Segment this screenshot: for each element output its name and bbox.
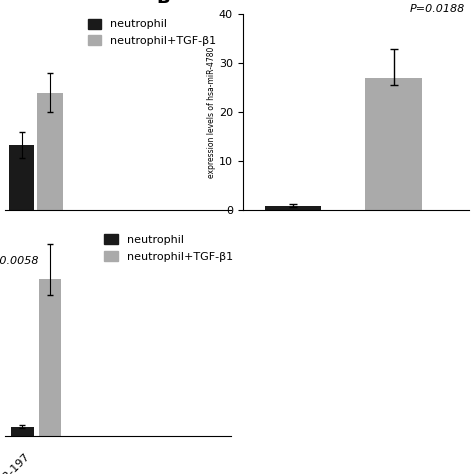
- Bar: [264, 206, 321, 210]
- Text: =0.0058: =0.0058: [0, 255, 40, 265]
- Text: P=0.0188: P=0.0188: [410, 4, 465, 14]
- Legend: neutrophil, neutrophil+TGF-β1: neutrophil, neutrophil+TGF-β1: [83, 14, 220, 50]
- Bar: [39, 279, 62, 436]
- Bar: [365, 78, 422, 210]
- Bar: [37, 93, 63, 210]
- Y-axis label: expression levels of hsa-miR-4780: expression levels of hsa-miR-4780: [207, 46, 216, 178]
- Text: B: B: [156, 0, 170, 7]
- Bar: [11, 427, 34, 436]
- Legend: neutrophil, neutrophil+TGF-β1: neutrophil, neutrophil+TGF-β1: [100, 230, 237, 266]
- Bar: [9, 145, 35, 210]
- Text: miR-197: miR-197: [0, 452, 31, 474]
